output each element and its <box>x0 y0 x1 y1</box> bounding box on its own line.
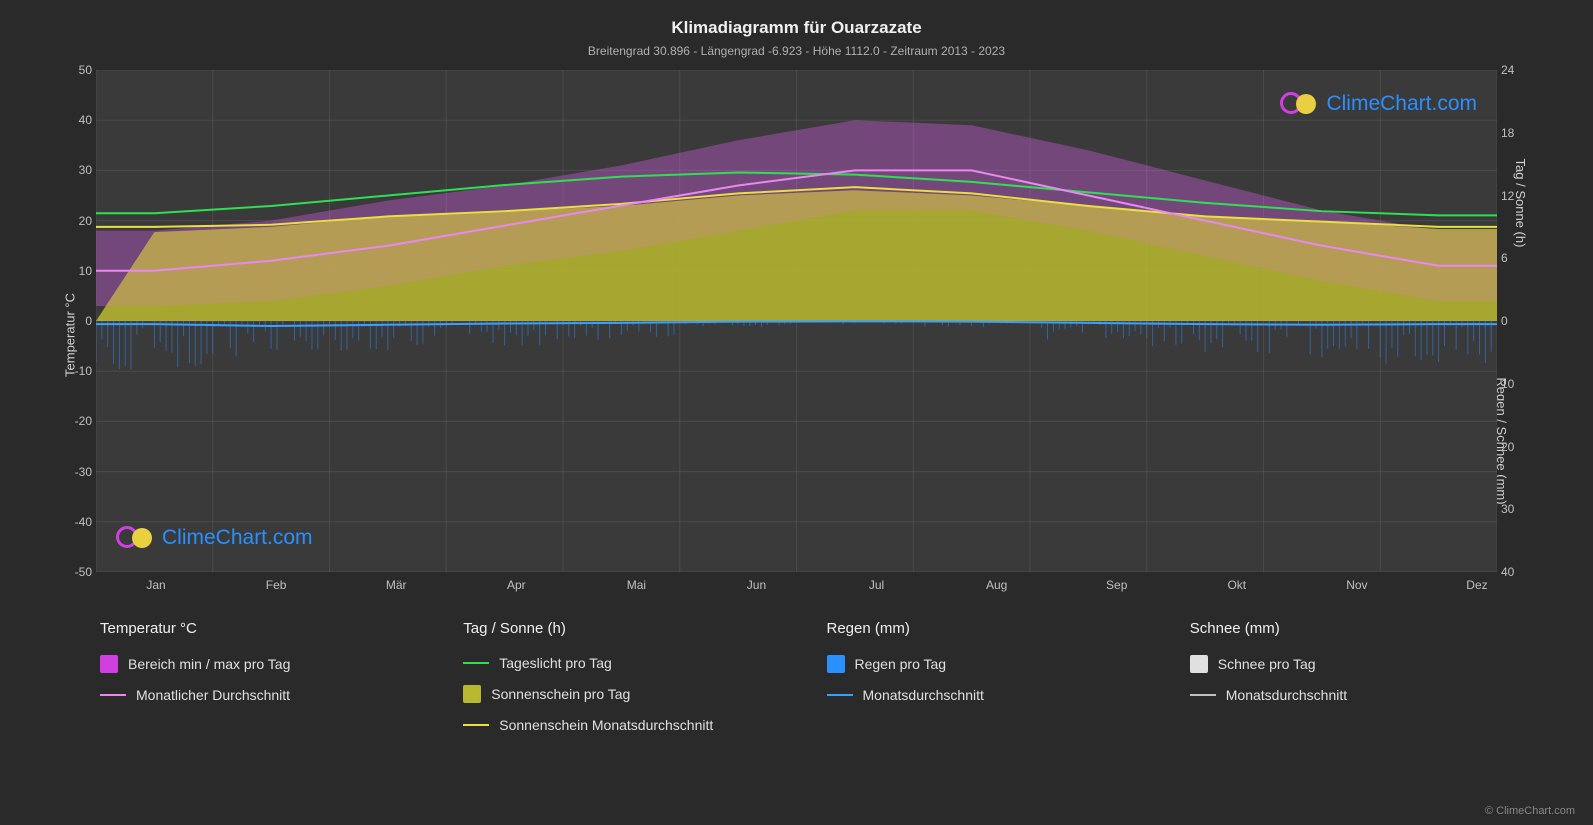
legend-swatch-box <box>827 655 845 673</box>
legend-label: Monatlicher Durchschnitt <box>136 687 290 703</box>
legend-swatch-line <box>827 694 853 696</box>
legend-header: Regen (mm) <box>827 620 1130 637</box>
legend-item: Tageslicht pro Tag <box>463 655 766 671</box>
y-tick-right-hours: 24 <box>1501 63 1541 77</box>
y-tick-left: -20 <box>52 414 92 428</box>
watermark-text: ClimeChart.com <box>162 526 313 550</box>
y-tick-left: 20 <box>52 214 92 228</box>
y-tick-left: 40 <box>52 113 92 127</box>
legend: Temperatur °C Bereich min / max pro Tag M… <box>20 600 1573 743</box>
watermark-logo-icon <box>1280 90 1320 118</box>
legend-label: Monatsdurchschnitt <box>863 687 984 703</box>
legend-label: Tageslicht pro Tag <box>499 655 612 671</box>
legend-swatch-box <box>463 685 481 703</box>
x-tick-month: Mai <box>611 578 661 592</box>
legend-swatch-line <box>1190 694 1216 696</box>
legend-item: Bereich min / max pro Tag <box>100 655 403 673</box>
legend-swatch-line <box>100 694 126 696</box>
y-tick-right-mm: 10 <box>1501 377 1541 391</box>
y-tick-right-hours: 12 <box>1501 189 1541 203</box>
y-tick-left: -30 <box>52 465 92 479</box>
y-tick-left: -10 <box>52 364 92 378</box>
chart-title: Klimadiagramm für Ouarzazate <box>20 18 1573 38</box>
legend-col-rain: Regen (mm) Regen pro Tag Monatsdurchschni… <box>827 620 1130 733</box>
x-tick-month: Jan <box>131 578 181 592</box>
chart-area: Temperatur °C Tag / Sonne (h) Regen / Sc… <box>20 70 1573 600</box>
legend-header: Temperatur °C <box>100 620 403 637</box>
legend-label: Monatsdurchschnitt <box>1226 687 1347 703</box>
y-tick-left: 10 <box>52 264 92 278</box>
legend-label: Sonnenschein Monatsdurchschnitt <box>499 717 713 733</box>
y-tick-left: 30 <box>52 163 92 177</box>
y-axis-right-top-label: Tag / Sonne (h) <box>1513 158 1528 247</box>
legend-col-temp: Temperatur °C Bereich min / max pro Tag M… <box>100 620 403 733</box>
legend-swatch-box <box>1190 655 1208 673</box>
legend-item: Sonnenschein Monatsdurchschnitt <box>463 717 766 733</box>
legend-col-snow: Schnee (mm) Schnee pro Tag Monatsdurchsch… <box>1190 620 1493 733</box>
watermark-text: ClimeChart.com <box>1326 92 1477 116</box>
y-tick-right-mm: 30 <box>1501 502 1541 516</box>
y-tick-right-hours: 0 <box>1501 314 1541 328</box>
legend-swatch-line <box>463 724 489 726</box>
legend-label: Sonnenschein pro Tag <box>491 686 630 702</box>
legend-item: Monatsdurchschnitt <box>827 687 1130 703</box>
copyright: © ClimeChart.com <box>1485 805 1575 817</box>
x-tick-month: Feb <box>251 578 301 592</box>
x-tick-month: Okt <box>1212 578 1262 592</box>
legend-swatch-line <box>463 662 489 664</box>
x-tick-month: Jun <box>731 578 781 592</box>
legend-item: Regen pro Tag <box>827 655 1130 673</box>
legend-label: Bereich min / max pro Tag <box>128 656 290 672</box>
legend-label: Schnee pro Tag <box>1218 656 1316 672</box>
x-tick-month: Dez <box>1452 578 1502 592</box>
watermark-logo-icon <box>116 524 156 552</box>
legend-swatch-box <box>100 655 118 673</box>
x-tick-month: Mär <box>371 578 421 592</box>
chart-svg <box>96 70 1497 572</box>
y-tick-left: 0 <box>52 314 92 328</box>
legend-header: Tag / Sonne (h) <box>463 620 766 637</box>
plot-area: ClimeChart.com ClimeChart.com <box>96 70 1497 572</box>
x-tick-month: Sep <box>1092 578 1142 592</box>
y-tick-left: -50 <box>52 565 92 579</box>
legend-header: Schnee (mm) <box>1190 620 1493 637</box>
watermark-bottom: ClimeChart.com <box>116 524 313 552</box>
x-tick-month: Aug <box>972 578 1022 592</box>
watermark-top: ClimeChart.com <box>1280 90 1477 118</box>
legend-label: Regen pro Tag <box>855 656 947 672</box>
x-tick-month: Apr <box>491 578 541 592</box>
chart-subtitle: Breitengrad 30.896 - Längengrad -6.923 -… <box>20 44 1573 58</box>
y-tick-right-hours: 6 <box>1501 251 1541 265</box>
legend-item: Monatsdurchschnitt <box>1190 687 1493 703</box>
y-tick-left: -40 <box>52 515 92 529</box>
y-tick-right-mm: 20 <box>1501 440 1541 454</box>
legend-col-day: Tag / Sonne (h) Tageslicht pro Tag Sonnen… <box>463 620 766 733</box>
y-tick-right-hours: 18 <box>1501 126 1541 140</box>
legend-item: Monatlicher Durchschnitt <box>100 687 403 703</box>
legend-item: Schnee pro Tag <box>1190 655 1493 673</box>
x-tick-month: Jul <box>852 578 902 592</box>
x-tick-month: Nov <box>1332 578 1382 592</box>
legend-item: Sonnenschein pro Tag <box>463 685 766 703</box>
y-tick-left: 50 <box>52 63 92 77</box>
y-tick-right-mm: 40 <box>1501 565 1541 579</box>
